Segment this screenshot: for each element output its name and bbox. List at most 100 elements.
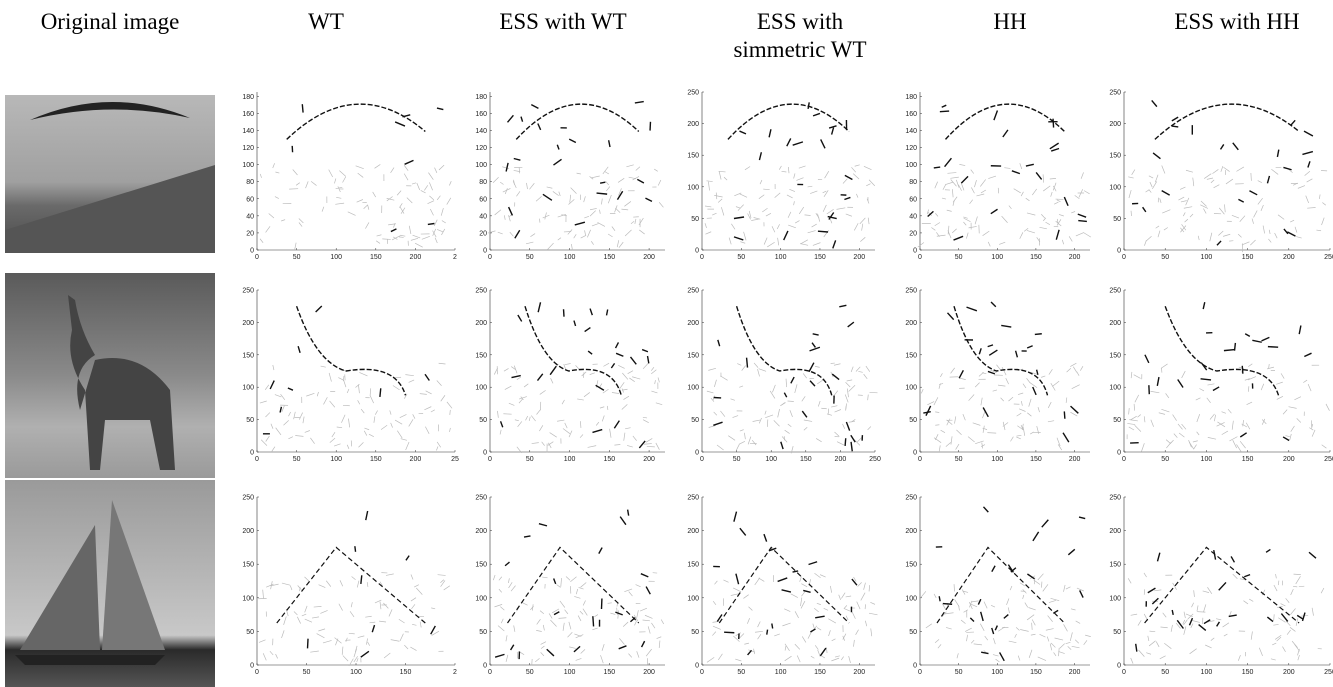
edge-stroke	[281, 405, 285, 413]
edge-stroke	[592, 616, 595, 627]
edge-stroke	[973, 643, 983, 646]
edge-stroke	[348, 418, 351, 428]
y-tick-label: 250	[687, 495, 699, 502]
edge-stroke	[1009, 585, 1013, 591]
edge-stroke	[504, 561, 510, 567]
edge-stroke	[528, 416, 531, 422]
edge-stroke	[733, 635, 740, 642]
edge-stroke	[1232, 573, 1238, 580]
edge-stroke	[624, 229, 632, 237]
edge-stroke	[758, 194, 765, 199]
edge-stroke	[302, 416, 305, 424]
edge-stroke	[1248, 363, 1253, 367]
edge-stroke	[804, 214, 811, 216]
edge-stroke	[941, 104, 947, 108]
edge-stroke	[708, 181, 710, 191]
edge-stroke	[926, 209, 929, 215]
x-tick-label: 0	[488, 456, 492, 463]
edge-stroke	[567, 229, 573, 235]
edge-stroke	[946, 419, 953, 425]
edge-stroke	[817, 400, 821, 407]
edge-stroke	[511, 374, 521, 379]
edge-stroke	[1067, 548, 1076, 556]
edge-stroke	[1181, 224, 1187, 231]
x-tick-label: 200	[643, 456, 655, 463]
edge-stroke	[721, 207, 725, 216]
edge-stroke	[801, 590, 806, 597]
edge-stroke	[1311, 607, 1314, 616]
edge-stroke	[403, 173, 409, 181]
edge-stroke	[1052, 118, 1055, 128]
edge-stroke	[1020, 629, 1029, 632]
edge-stroke	[412, 234, 421, 239]
edge-stroke	[390, 167, 395, 174]
edge-stroke	[787, 400, 794, 402]
edge-stroke	[530, 605, 534, 611]
edge-stroke	[982, 506, 989, 513]
edge-stroke	[988, 175, 997, 179]
edge-stroke	[1277, 214, 1285, 220]
edge-stroke	[970, 639, 975, 644]
edge-stroke	[1307, 383, 1312, 392]
x-tick-label: 0	[488, 669, 492, 676]
edge-stroke	[982, 411, 986, 419]
edge-stroke	[809, 346, 821, 352]
edge-stroke	[617, 178, 625, 183]
edge-stroke	[325, 580, 332, 587]
y-tick-label: 40	[479, 213, 487, 220]
edge-stroke	[260, 439, 268, 446]
y-tick-label: 140	[475, 128, 487, 135]
edge-stroke	[619, 516, 627, 526]
edge-stroke	[354, 546, 357, 552]
edge-stroke	[1150, 419, 1154, 427]
edge-stroke	[396, 190, 402, 196]
edge-stroke	[730, 593, 739, 596]
edge-stroke	[379, 601, 382, 610]
edge-stroke	[945, 442, 952, 447]
edge-stroke	[1032, 386, 1037, 396]
edge-stroke	[1035, 171, 1043, 180]
edge-stroke	[1261, 336, 1270, 342]
y-tick-label: 50	[246, 629, 254, 636]
edge-stroke	[1307, 207, 1316, 209]
y-tick-label: 200	[1109, 121, 1121, 128]
edge-stroke	[382, 238, 391, 240]
edge-stroke	[1055, 229, 1060, 240]
edge-stroke	[796, 177, 804, 181]
edge-stroke	[1042, 185, 1051, 192]
edge-stroke	[735, 573, 740, 585]
edge-stroke	[1134, 425, 1142, 432]
edge-stroke	[1137, 620, 1142, 626]
edge-stroke	[622, 621, 629, 627]
edge-stroke	[1127, 578, 1132, 584]
photo	[5, 95, 215, 253]
edge-stroke	[497, 625, 505, 632]
x-tick-label: 0	[255, 254, 259, 261]
edge-stroke	[808, 561, 818, 566]
edge-stroke	[360, 408, 365, 414]
y-tick-label: 160	[475, 111, 487, 118]
edge-stroke	[264, 384, 270, 390]
edge-stroke	[1171, 609, 1174, 616]
edge-stroke	[297, 585, 302, 590]
edge-stroke	[568, 138, 577, 144]
x-tick-label: 0	[255, 456, 259, 463]
y-tick-label: 150	[475, 562, 487, 569]
edge-stroke	[1050, 191, 1053, 197]
x-tick-label: 100	[330, 456, 342, 463]
edge-contour	[1144, 546, 1300, 624]
y-tick-label: 180	[242, 94, 254, 101]
x-tick-label: 50	[293, 456, 301, 463]
edge-stroke	[650, 367, 655, 371]
edge-stroke	[780, 402, 786, 406]
edge-stroke	[615, 352, 624, 357]
edge-stroke	[738, 441, 746, 445]
edge-stroke	[942, 183, 947, 190]
edge-stroke	[850, 434, 856, 443]
edge-stroke	[846, 379, 853, 382]
edge-stroke	[432, 230, 437, 238]
edge-stroke	[744, 432, 746, 440]
edge-stroke	[870, 601, 876, 605]
edge-stroke	[935, 411, 940, 413]
x-tick-label: 100	[1201, 669, 1213, 676]
